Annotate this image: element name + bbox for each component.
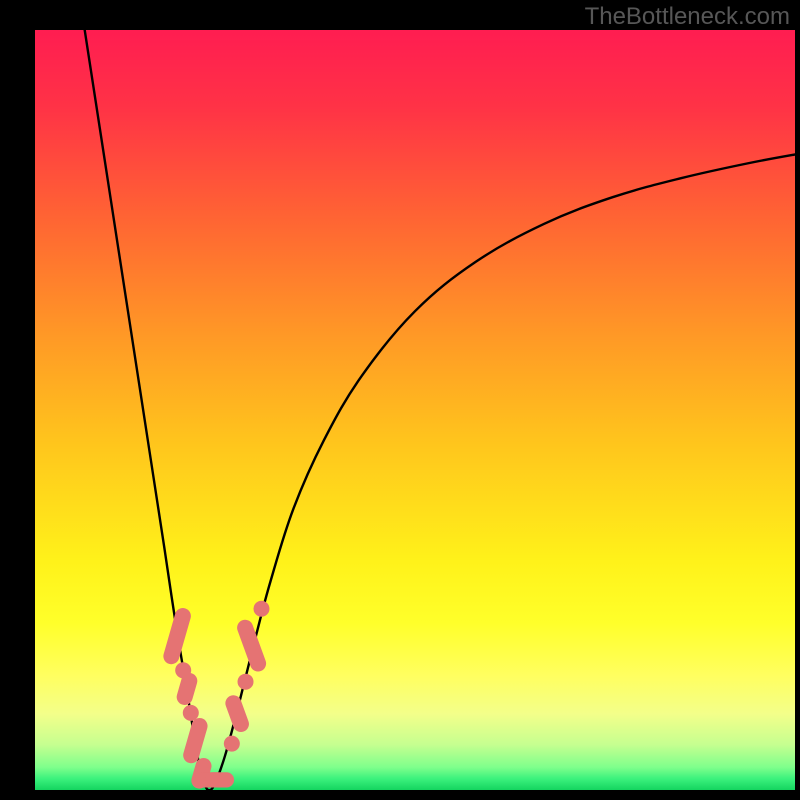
plot-svg [35,30,795,790]
marker-flat [205,772,234,787]
plot-area [35,30,795,790]
marker-dot [253,601,269,617]
watermark-text: TheBottleneck.com [585,3,790,31]
marker-dot [183,705,199,721]
chart-container: TheBottleneck.com [0,0,800,800]
gradient-background [35,30,795,790]
marker-dot [224,736,240,752]
marker-dot [238,674,254,690]
